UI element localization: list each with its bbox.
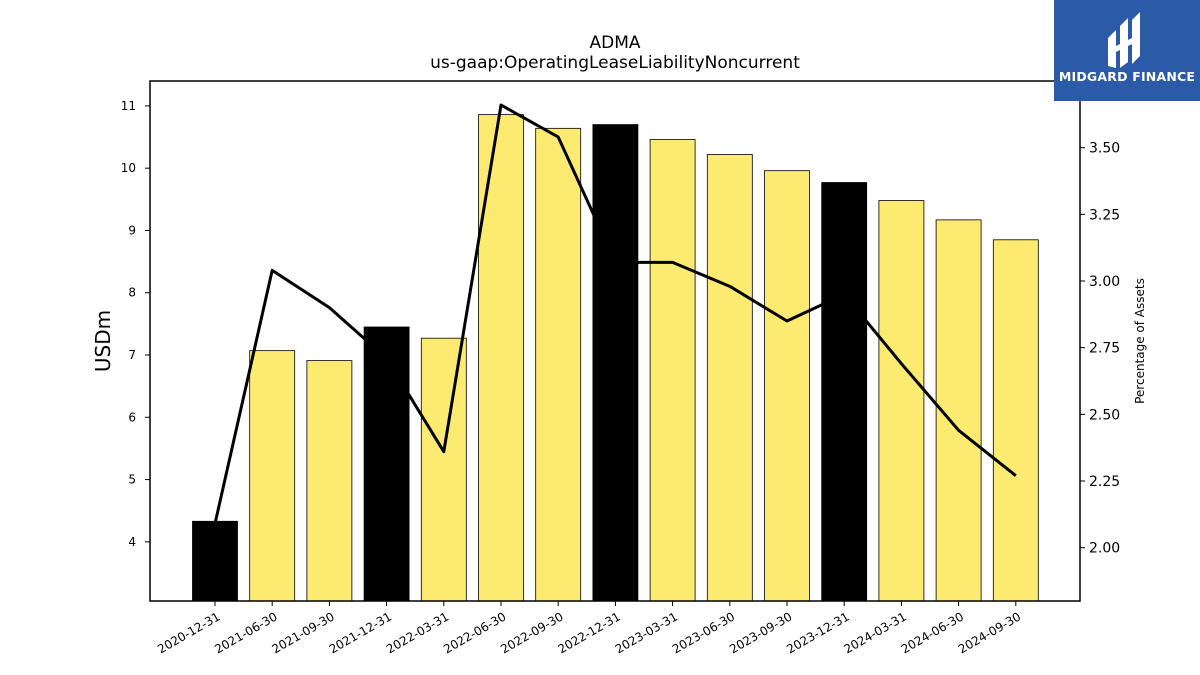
chart-subtitle: us-gaap:OperatingLeaseLiabilityNoncurren…: [430, 53, 800, 73]
y-tick-label: 7: [128, 348, 136, 362]
bar: [935, 219, 982, 602]
y-tick-label: 6: [128, 410, 136, 424]
logo-text: MIDGARD FINANCE: [1058, 69, 1196, 84]
x-tick-label: 2023-09-30: [727, 609, 794, 656]
y-tick-label: 11: [121, 99, 136, 113]
x-axis-ticks: 2020-12-312021-06-302021-09-302021-12-31…: [155, 601, 1023, 656]
series-line: [213, 103, 1017, 524]
y-axis-ticks: 4 5 6 7 8 9 10 11: [121, 99, 150, 549]
logo-mark-icon: [1108, 12, 1140, 68]
y2-tick-label: 3.50: [1089, 141, 1120, 157]
y-tick-label: 10: [121, 161, 136, 175]
bar: [706, 154, 753, 602]
y-tick-label: 9: [128, 223, 136, 237]
y2-tick-label: 2.25: [1089, 474, 1120, 490]
brand-logo: MIDGARD FINANCE: [1054, 0, 1200, 101]
bar: [363, 326, 410, 602]
y-tick-label: 4: [128, 535, 136, 549]
x-tick-label: 2022-03-31: [384, 609, 451, 656]
bar: [878, 200, 925, 602]
bar: [992, 239, 1039, 602]
x-tick-label: 2020-12-31: [155, 609, 222, 656]
y2-tick-label: 2.00: [1089, 541, 1120, 557]
line-layer: [213, 103, 1017, 524]
y-tick-label: 5: [128, 473, 136, 487]
bar: [592, 124, 639, 602]
bar: [821, 182, 868, 602]
x-tick-label: 2023-03-31: [613, 609, 680, 656]
bar: [420, 337, 467, 602]
x-tick-label: 2024-03-31: [841, 609, 908, 656]
bars-layer: [192, 114, 1039, 602]
x-tick-label: 2021-06-30: [212, 609, 279, 656]
x-tick-label: 2021-12-31: [327, 609, 394, 656]
x-tick-label: 2022-09-30: [498, 609, 565, 656]
bar: [764, 170, 810, 602]
chart-title: ADMA: [589, 33, 640, 53]
y2-axis-label: Percentage of Assets: [1133, 278, 1147, 404]
bar: [649, 139, 696, 602]
y2-tick-label: 2.75: [1089, 341, 1120, 357]
y2-tick-label: 3.25: [1089, 207, 1120, 223]
x-tick-label: 2024-06-30: [899, 609, 966, 656]
bar: [306, 360, 353, 602]
y-tick-label: 8: [128, 286, 136, 300]
bar: [535, 127, 582, 602]
y-axis-label: USDm: [91, 310, 115, 372]
x-tick-label: 2023-12-31: [784, 609, 851, 656]
x-tick-label: 2022-12-31: [555, 609, 622, 656]
bar: [192, 520, 238, 602]
bar: [249, 350, 296, 602]
y2-tick-label: 2.50: [1089, 407, 1120, 423]
x-tick-label: 2024-09-30: [956, 609, 1023, 656]
x-tick-label: 2023-06-30: [670, 609, 737, 656]
x-tick-label: 2021-09-30: [269, 609, 336, 656]
x-tick-label: 2022-06-30: [441, 609, 508, 656]
y2-tick-label: 3.00: [1089, 274, 1120, 290]
y2-axis-ticks: 2.00 2.25 2.50 2.75 3.00 3.25 3.50: [1080, 141, 1120, 557]
bar: [478, 114, 524, 602]
